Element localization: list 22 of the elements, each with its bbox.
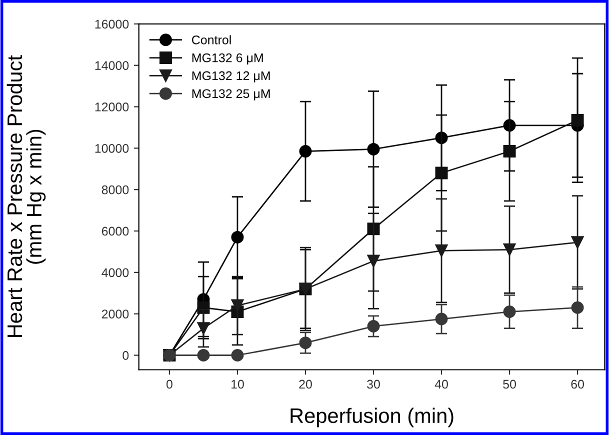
y-tick-label: 8000 bbox=[102, 185, 129, 194]
x-tick-label: 20 bbox=[299, 380, 312, 389]
y-tick-label: 0 bbox=[122, 351, 129, 360]
x-axis-title: Reperfusion (min) bbox=[290, 408, 454, 428]
x-tick-label: 40 bbox=[434, 380, 448, 389]
y-tick-label: 12000 bbox=[95, 102, 129, 112]
x-tick-label: 50 bbox=[503, 380, 516, 389]
y-axis-title: Heart Rate x Pressure Product (mm Hg x min) bbox=[6, 55, 46, 337]
x-tick-label: 30 bbox=[367, 380, 380, 389]
y-tick-label: 6000 bbox=[102, 226, 129, 236]
x-tick-label: 10 bbox=[231, 380, 244, 389]
legend-label: MG132 12 μM bbox=[192, 71, 270, 82]
y-tick-label: 14000 bbox=[95, 61, 129, 70]
y-tick-label: 4000 bbox=[102, 268, 129, 278]
legend-label: MG132 25 μM bbox=[192, 89, 270, 100]
y-tick-label: 16000 bbox=[95, 20, 129, 29]
x-tick-label: 60 bbox=[571, 380, 584, 389]
y-tick-label: 2000 bbox=[102, 310, 129, 318]
legend-label: MG132 6 μM bbox=[192, 53, 263, 65]
x-tick-label: 0 bbox=[166, 380, 172, 389]
legend-label: Control bbox=[192, 35, 231, 44]
y-tick-label: 10000 bbox=[95, 144, 129, 153]
